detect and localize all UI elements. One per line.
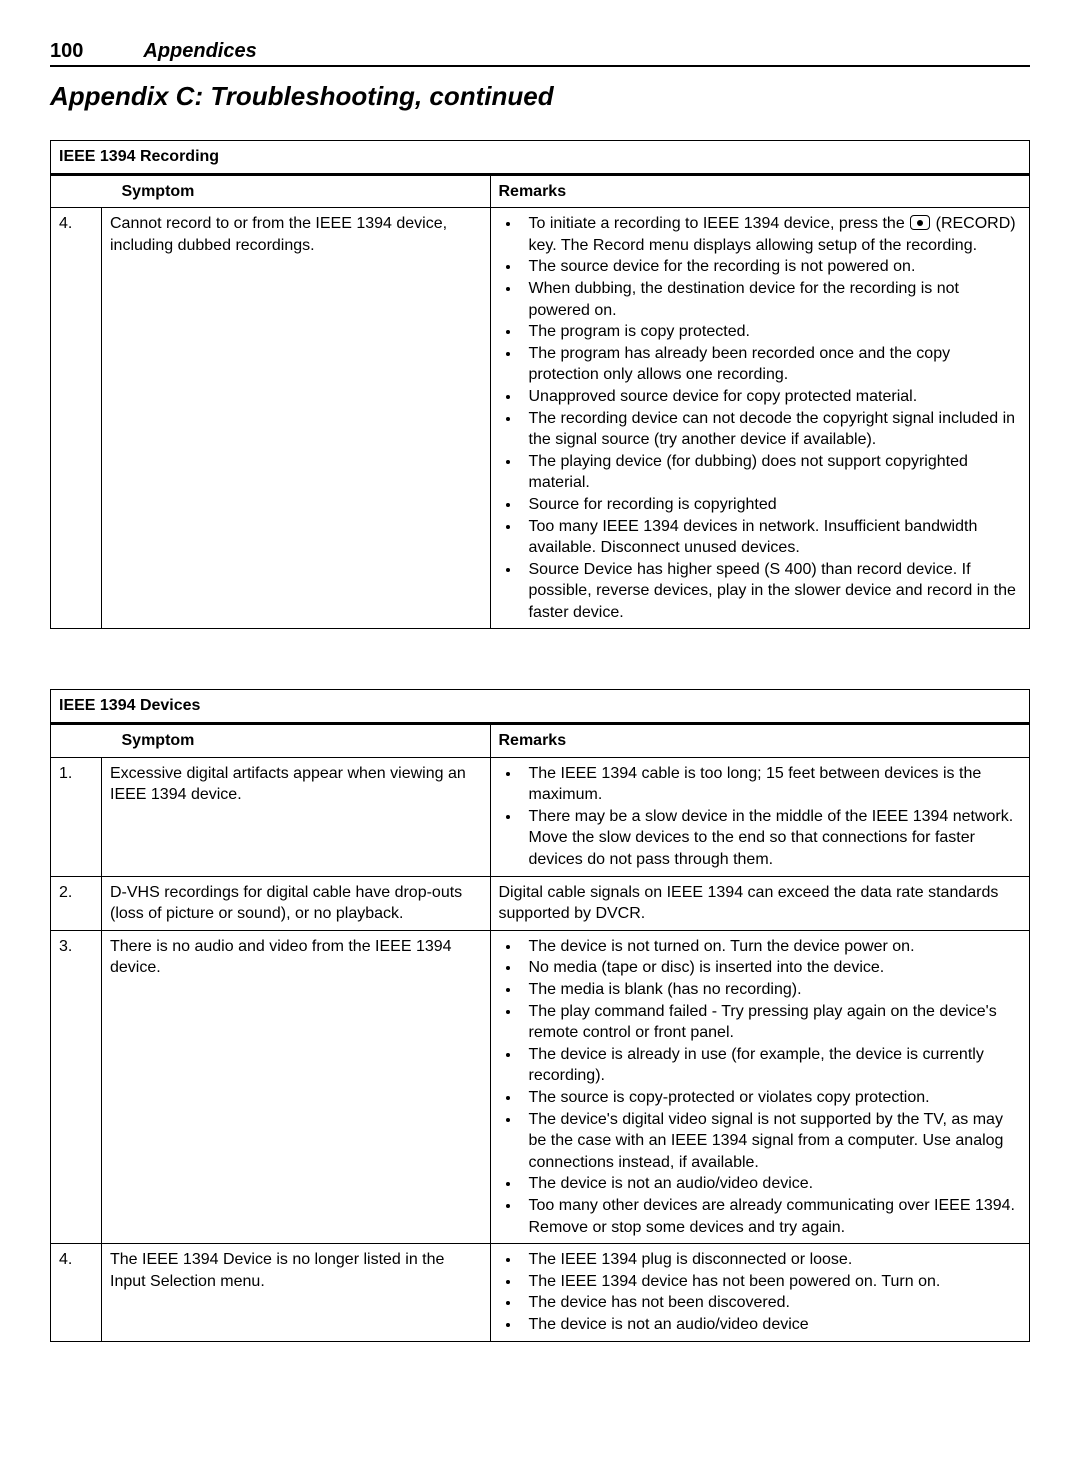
remark-item: The playing device (for dubbing) does no… <box>521 451 1022 494</box>
table-caption: IEEE 1394 Recording <box>51 141 1030 175</box>
remark-item: Too many IEEE 1394 devices in network. I… <box>521 516 1022 559</box>
remark-item: The IEEE 1394 device has not been powere… <box>521 1271 1022 1293</box>
col-header-num <box>51 174 102 208</box>
remarks-list: The IEEE 1394 cable is too long; 15 feet… <box>499 763 1022 871</box>
remarks-list: The device is not turned on. Turn the de… <box>499 936 1022 1238</box>
remarks-cell: The IEEE 1394 plug is disconnected or lo… <box>490 1244 1030 1341</box>
row-number: 4. <box>51 1244 102 1341</box>
remark-item: The device is not an audio/video device <box>521 1314 1022 1336</box>
col-header-remarks: Remarks <box>490 174 1030 208</box>
page-header: 100 Appendices <box>50 40 1030 67</box>
remark-item: The source device for the recording is n… <box>521 256 1022 278</box>
col-header-symptom: Symptom <box>102 174 491 208</box>
remark-item: The device is already in use (for exampl… <box>521 1044 1022 1087</box>
remark-item: The device is not turned on. Turn the de… <box>521 936 1022 958</box>
remark-item: No media (tape or disc) is inserted into… <box>521 957 1022 979</box>
col-header-remarks: Remarks <box>490 724 1030 758</box>
symptom-cell: The IEEE 1394 Device is no longer listed… <box>102 1244 491 1341</box>
remark-item: The media is blank (has no recording). <box>521 979 1022 1001</box>
row-number: 4. <box>51 208 102 629</box>
row-number: 2. <box>51 876 102 930</box>
record-icon <box>910 215 930 230</box>
remark-item: The device is not an audio/video device. <box>521 1173 1022 1195</box>
row-number: 3. <box>51 930 102 1243</box>
remarks-cell: Digital cable signals on IEEE 1394 can e… <box>490 876 1030 930</box>
remark-item: Unapproved source device for copy protec… <box>521 386 1022 408</box>
row-number: 1. <box>51 757 102 876</box>
table-caption: IEEE 1394 Devices <box>51 690 1030 724</box>
remark-item: The IEEE 1394 cable is too long; 15 feet… <box>521 763 1022 806</box>
remark-item: There may be a slow device in the middle… <box>521 806 1022 871</box>
remark-item: When dubbing, the destination device for… <box>521 278 1022 321</box>
symptom-cell: Excessive digital artifacts appear when … <box>102 757 491 876</box>
table-row: 4.The IEEE 1394 Device is no longer list… <box>51 1244 1030 1341</box>
remark-item: The source is copy-protected or violates… <box>521 1087 1022 1109</box>
tables-container: IEEE 1394 RecordingSymptomRemarks4.Canno… <box>50 140 1030 1342</box>
appendix-title: Appendix C: Troubleshooting, continued <box>50 81 1030 112</box>
table-row: 2.D-VHS recordings for digital cable hav… <box>51 876 1030 930</box>
troubleshooting-table: IEEE 1394 DevicesSymptomRemarks1.Excessi… <box>50 689 1030 1341</box>
remark-item: The device has not been discovered. <box>521 1292 1022 1314</box>
remark-item: Source Device has higher speed (S 400) t… <box>521 559 1022 624</box>
remark-text: To initiate a recording to IEEE 1394 dev… <box>529 215 910 232</box>
remarks-list: The IEEE 1394 plug is disconnected or lo… <box>499 1249 1022 1335</box>
col-header-symptom: Symptom <box>102 724 491 758</box>
remark-item: The IEEE 1394 plug is disconnected or lo… <box>521 1249 1022 1271</box>
remarks-cell: The IEEE 1394 cable is too long; 15 feet… <box>490 757 1030 876</box>
page-number: 100 <box>50 40 83 63</box>
remarks-cell: To initiate a recording to IEEE 1394 dev… <box>490 208 1030 629</box>
section-label: Appendices <box>143 40 256 63</box>
remark-item: The program has already been recorded on… <box>521 343 1022 386</box>
remark-item: The recording device can not decode the … <box>521 408 1022 451</box>
remark-item: The play command failed - Try pressing p… <box>521 1001 1022 1044</box>
remark-item: The device's digital video signal is not… <box>521 1109 1022 1174</box>
table-row: 1.Excessive digital artifacts appear whe… <box>51 757 1030 876</box>
symptom-cell: D-VHS recordings for digital cable have … <box>102 876 491 930</box>
remark-item: Source for recording is copyrighted <box>521 494 1022 516</box>
remarks-list: To initiate a recording to IEEE 1394 dev… <box>499 213 1022 623</box>
remark-item: Too many other devices are already commu… <box>521 1195 1022 1238</box>
troubleshooting-table: IEEE 1394 RecordingSymptomRemarks4.Canno… <box>50 140 1030 629</box>
remarks-cell: The device is not turned on. Turn the de… <box>490 930 1030 1243</box>
col-header-num <box>51 724 102 758</box>
remark-item: The program is copy protected. <box>521 321 1022 343</box>
remark-item: To initiate a recording to IEEE 1394 dev… <box>521 213 1022 256</box>
table-row: 4.Cannot record to or from the IEEE 1394… <box>51 208 1030 629</box>
table-row: 3.There is no audio and video from the I… <box>51 930 1030 1243</box>
symptom-cell: Cannot record to or from the IEEE 1394 d… <box>102 208 491 629</box>
symptom-cell: There is no audio and video from the IEE… <box>102 930 491 1243</box>
